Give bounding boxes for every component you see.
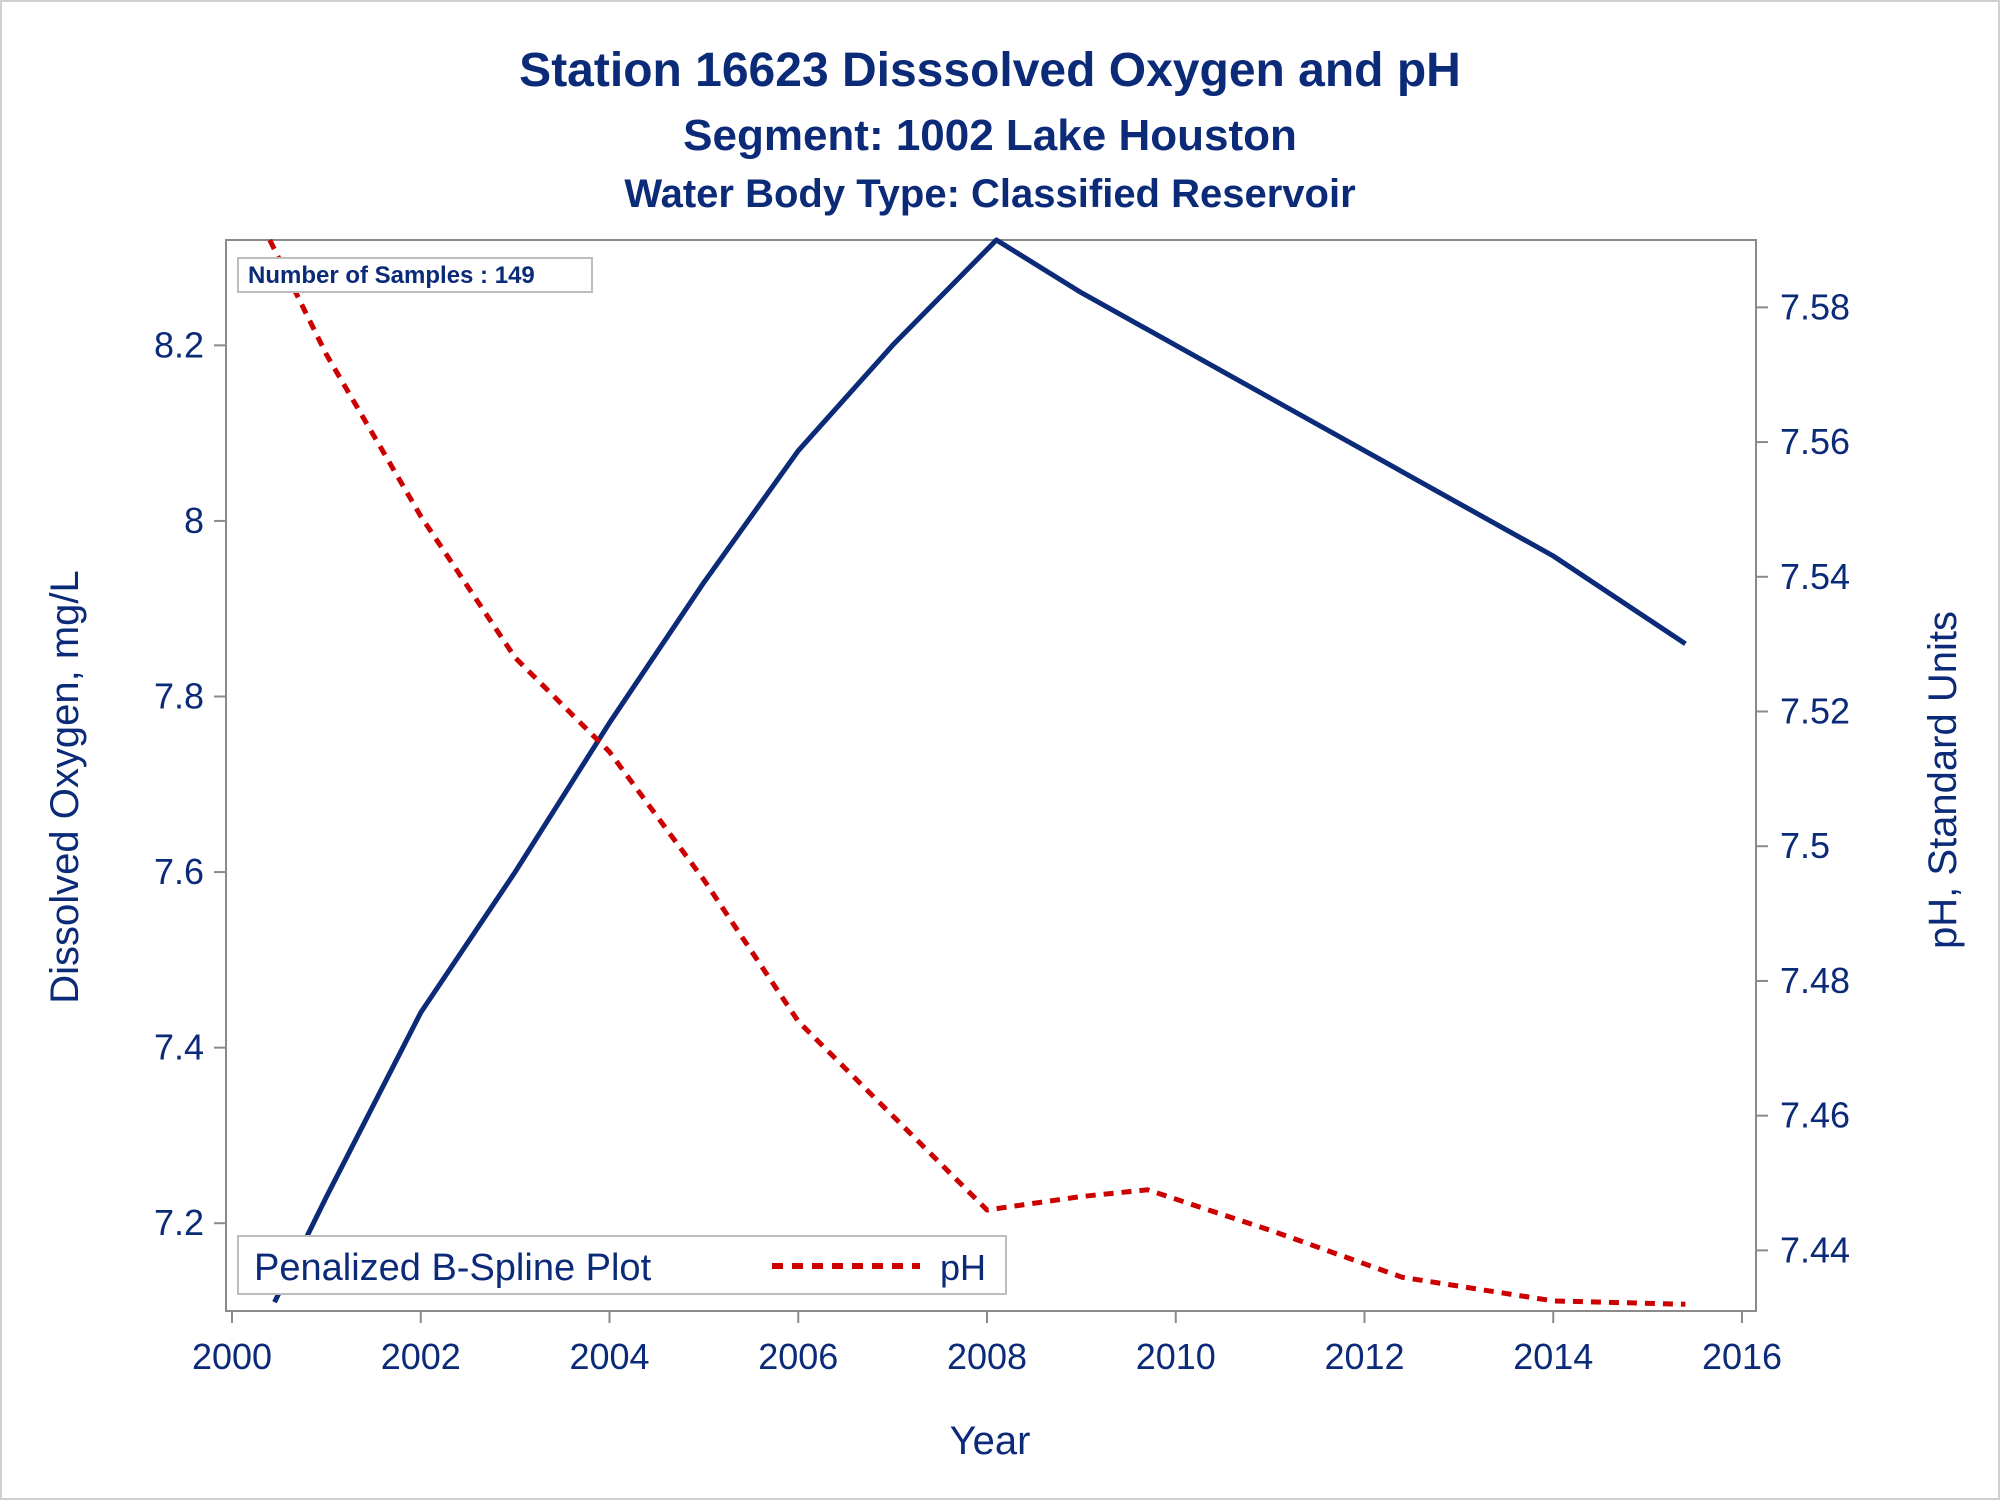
x-tick-label: 2010 [1136,1336,1216,1377]
chart-subtitle: Segment: 1002 Lake Houston [683,111,1297,160]
y-right-tick-label: 7.46 [1780,1095,1850,1136]
legend-title: Penalized B-Spline Plot [254,1247,652,1289]
x-tick-label: 2008 [947,1336,1027,1377]
plot-area [225,239,1757,1312]
series-lines [267,237,1687,1307]
y-left-tick-label: 7.2 [154,1202,204,1243]
chart-title: Station 16623 Disssolved Oxygen and pH [519,44,1461,97]
y-right-tick-label: 7.56 [1780,421,1850,462]
x-tick-label: 2016 [1702,1336,1782,1377]
legend-entry-ph: pH [940,1247,986,1288]
y-axis-right-label: pH, Standard Units [1921,611,1965,949]
y-right-tick-label: 7.48 [1780,960,1850,1001]
chart-subtitle-2: Water Body Type: Classified Reservoir [624,172,1355,216]
x-tick-label: 2012 [1324,1336,1404,1377]
y-right-tick-label: 7.52 [1780,691,1850,732]
y-left-tick-label: 8.2 [154,324,204,365]
series-line-ph [267,238,1686,1307]
y-left-tick-label: 8 [184,500,204,541]
series-line-dissolved-oxygen [272,237,1687,1304]
x-axis-label: Year [950,1419,1031,1463]
inset-note: Number of Samples : 149 [248,262,535,289]
y-right-tick-label: 7.5 [1780,825,1830,866]
x-tick-label: 2002 [381,1336,461,1377]
inset-note-box [237,257,593,293]
y-left-tick-label: 7.6 [154,851,204,892]
y-left-tick-label: 7.4 [154,1027,204,1068]
y-left-tick-label: 7.8 [154,675,204,716]
y-axis-left-label: Dissolved Oxygen, mg/L [43,570,87,1004]
x-tick-label: 2014 [1513,1336,1593,1377]
x-tick-label: 2000 [192,1336,272,1377]
y-right-tick-label: 7.44 [1780,1229,1850,1270]
y-right-tick-label: 7.58 [1780,286,1850,327]
x-tick-label: 2006 [758,1336,838,1377]
y-right-tick-label: 7.54 [1780,556,1850,597]
axis-ticks: 2000 2002 2004 2006 2008 2010 2012 2014 2016 7.2 7… [154,286,1850,1377]
x-tick-label: 2004 [569,1336,649,1377]
